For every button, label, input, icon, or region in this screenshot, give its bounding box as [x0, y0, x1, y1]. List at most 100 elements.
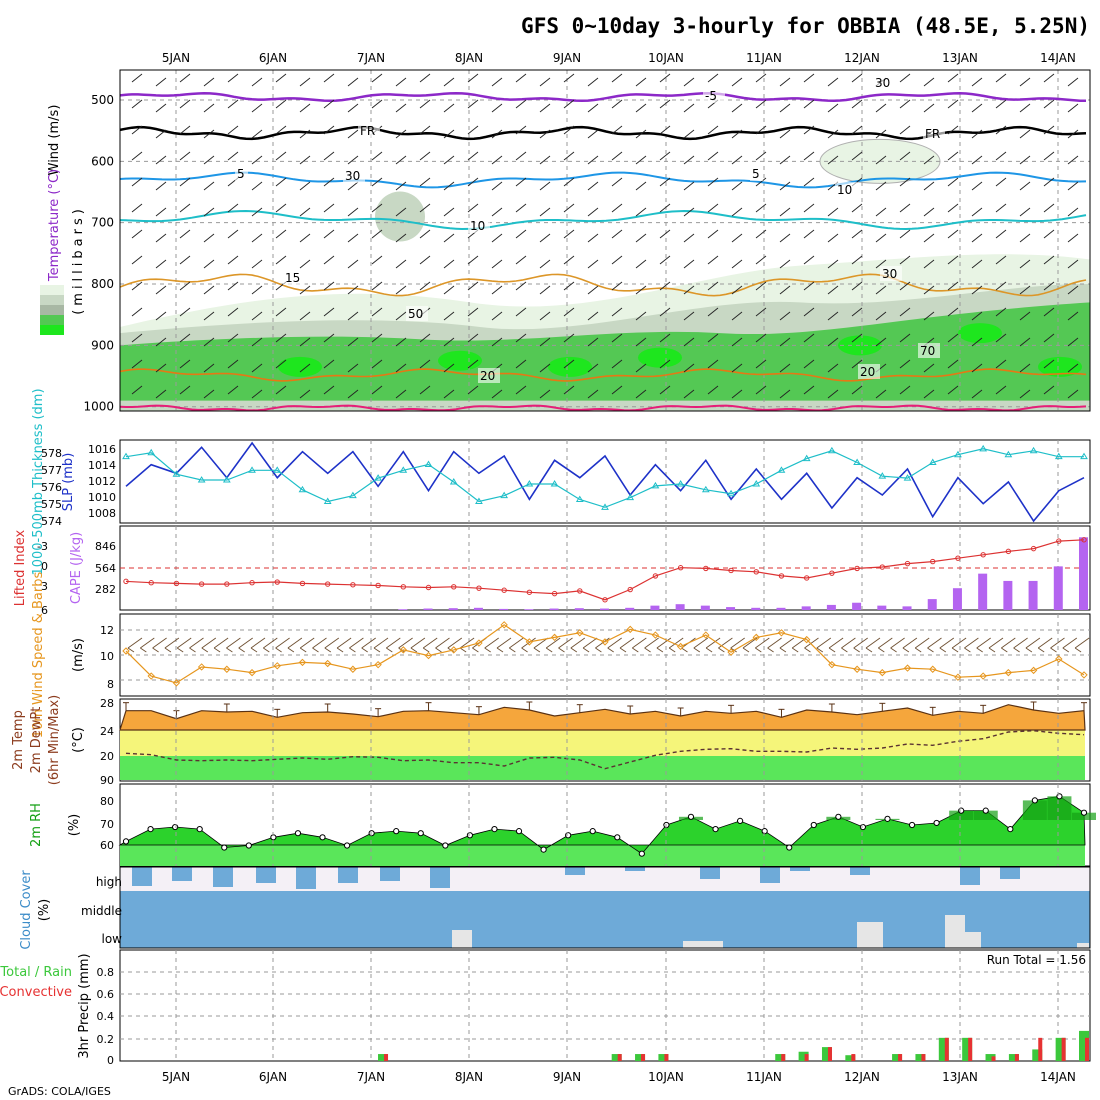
contour-label-bg — [835, 182, 857, 197]
precip-label-3: 3hr Precip (mm) — [77, 953, 92, 1058]
contour-label: 15 — [285, 271, 300, 285]
thickness-point — [273, 466, 282, 473]
wind-barb — [155, 103, 167, 113]
wind-barb — [851, 229, 863, 239]
wind-barb — [1067, 285, 1079, 295]
cloud-high-bar — [296, 867, 316, 889]
wind10m-barb — [238, 637, 253, 649]
wind-barb — [491, 233, 503, 243]
wind-barb — [467, 307, 479, 317]
precip-total-bar — [915, 1054, 926, 1061]
top-date-label: 14JAN — [1040, 51, 1076, 65]
thickness-point — [172, 470, 181, 477]
wind-barb — [635, 181, 647, 191]
rh2m-high-fill — [1022, 800, 1047, 820]
rh2m-point — [933, 819, 940, 827]
wind-barb — [803, 255, 815, 265]
wind10m-barb — [779, 637, 795, 649]
wind-barb — [371, 255, 383, 265]
bottom-date-label: 12JAN — [844, 1070, 880, 1084]
wind10m-barb — [718, 637, 733, 649]
wind-barb — [899, 177, 911, 187]
wind-barb — [803, 385, 815, 395]
wind-barb — [779, 337, 791, 347]
bottom-date-label: 13JAN — [942, 1070, 978, 1084]
wind-barb — [443, 233, 455, 243]
wind-barb — [131, 359, 143, 369]
cloud-high-bar — [1000, 867, 1020, 879]
wind-barb — [323, 99, 335, 109]
thickness-point — [626, 493, 635, 501]
wind-barb — [131, 73, 143, 83]
contour-label-bg — [343, 168, 365, 183]
temp-tick: 28 — [100, 697, 114, 710]
wind-barb — [347, 181, 359, 191]
wind-barb — [707, 255, 719, 265]
thickness-point — [777, 466, 786, 473]
thickness-point — [828, 446, 836, 454]
wind-barb — [1067, 181, 1079, 191]
wind-barb — [155, 233, 167, 243]
pressure-tick: 900 — [91, 338, 114, 352]
wind-speed-point — [323, 659, 332, 668]
wind-barb — [1043, 333, 1055, 343]
wind-barb — [587, 363, 599, 373]
thickness-point — [374, 474, 382, 481]
top-date-label: 12JAN — [844, 51, 880, 65]
rh2m-point — [442, 842, 449, 849]
wind-barb — [299, 285, 311, 295]
precip-total-bar — [1032, 1049, 1043, 1061]
wind-barb — [683, 155, 695, 165]
wind-barb — [1067, 389, 1079, 399]
wind-barb — [875, 181, 887, 191]
wind-barb — [875, 155, 887, 165]
contour-label: 5 — [237, 167, 245, 181]
thickness-point — [878, 472, 887, 479]
wind-speed-point — [399, 646, 408, 654]
wind-barb — [1043, 177, 1055, 187]
wind-barb — [563, 151, 575, 161]
wind-speed-point — [651, 631, 660, 639]
wind10m-barb-flag — [545, 647, 553, 653]
contour-label-bg — [406, 306, 428, 321]
cloud-level-label: middle — [81, 904, 122, 918]
wind-barb — [851, 125, 863, 135]
wind10m-barb-flag — [656, 647, 664, 653]
thickness-line — [125, 448, 1084, 508]
wind10m-barb — [902, 637, 918, 649]
wind-barb — [899, 99, 911, 109]
wind-barb — [899, 151, 911, 161]
wind-barb — [155, 337, 167, 347]
wind10m-barb-flag — [496, 647, 504, 653]
precip-total-bar — [938, 1037, 949, 1061]
precip-conv-bar — [664, 1054, 669, 1061]
rh2m-base — [120, 845, 1085, 866]
wind-barb — [179, 177, 191, 187]
contour-label: 20 — [480, 369, 495, 383]
wind10m-barb — [1001, 637, 1016, 649]
wind-barb — [731, 285, 743, 295]
rh2m-point — [737, 817, 744, 825]
wind-barb — [683, 285, 695, 295]
wind10m-barb — [582, 637, 598, 649]
wind-barb — [707, 333, 719, 343]
wind-speed-point — [172, 679, 181, 687]
wind-barb — [947, 151, 959, 161]
precip-total-bar — [378, 1054, 389, 1061]
wind10m-barb-flag — [878, 647, 885, 653]
top-date-label: 7JAN — [357, 51, 385, 65]
wind10m-barb-flag — [976, 647, 983, 653]
wind10m-barb-flag — [1025, 647, 1033, 653]
cape-bar — [952, 588, 962, 610]
wind10m-barb-flag — [484, 647, 491, 653]
wind-barb — [1019, 363, 1031, 373]
wind10m-barb — [1074, 637, 1090, 649]
wind10m-barb-flag — [1050, 647, 1057, 653]
wind-barb — [851, 203, 863, 213]
wind-barb — [227, 359, 239, 369]
precip-total-bar — [1008, 1054, 1019, 1061]
wind10m-barb — [201, 637, 217, 649]
lifted-index-point — [577, 588, 583, 594]
wind-barb — [635, 389, 647, 399]
cape-bar — [574, 608, 584, 610]
